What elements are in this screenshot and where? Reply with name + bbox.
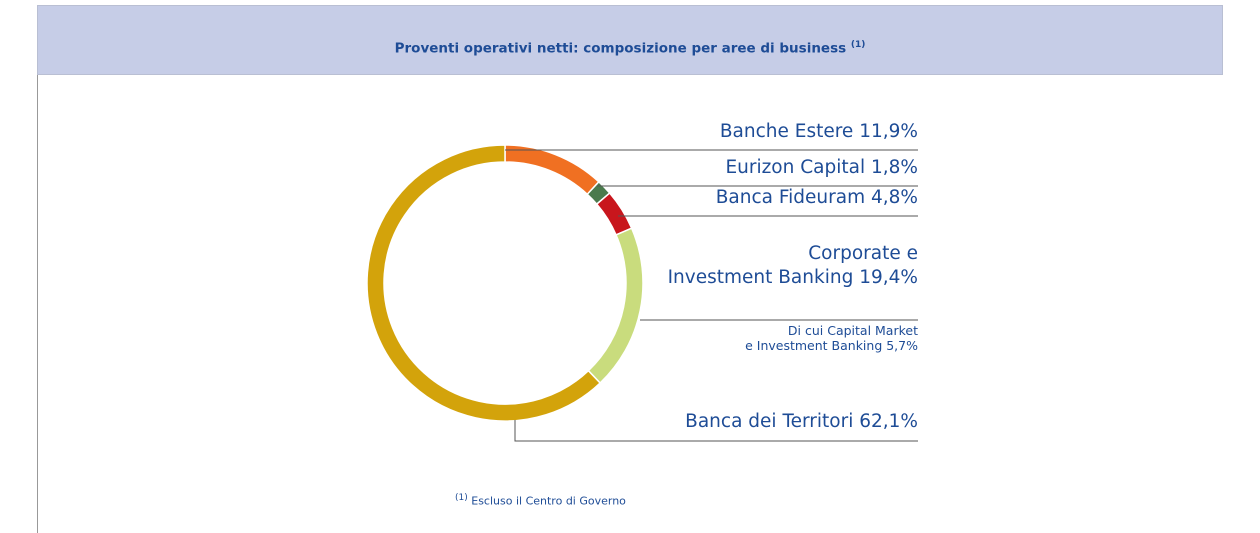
slice: [366, 144, 602, 422]
slice: [504, 144, 600, 196]
footnote-text: Escluso il Centro di Governo: [471, 494, 626, 508]
slice: [595, 191, 633, 236]
slice-label: Banca dei Territori 62,1%: [685, 410, 918, 434]
category-label: Corporate e Investment Banking: [667, 243, 918, 288]
category-label: Eurizon Capital: [725, 157, 866, 178]
title-note: (1): [850, 40, 866, 50]
value-label: 62,1%: [859, 411, 918, 432]
category-label: Banche Estere: [719, 121, 854, 142]
border: [37, 75, 38, 533]
slice-label: Banche Estere 11,9%: [720, 120, 918, 144]
value-label: 19,4%: [859, 267, 918, 288]
slice-label: Corporate e Investment Banking 19,4%: [668, 242, 918, 290]
leader-line: [514, 420, 918, 442]
value-label: 1,8%: [871, 157, 918, 178]
slice-label: Banca Fideuram 4,8%: [716, 186, 918, 210]
value-label: 4,8%: [871, 187, 918, 208]
slice: [587, 227, 644, 385]
category-label: Banca dei Territori: [685, 411, 854, 432]
footnote: (1) Escluso il Centro di Governo: [455, 493, 626, 508]
chart-title: Proventi operativi netti: composizione p…: [394, 40, 847, 57]
footnote-marker: (1): [455, 493, 468, 503]
chart-title-box: Proventi operativi netti: composizione p…: [38, 40, 1222, 57]
category-label: Banca Fideuram: [715, 187, 866, 208]
value-label: 11,9%: [859, 121, 918, 142]
slice-label: Eurizon Capital 1,8%: [725, 156, 918, 180]
header: Proventi operativi netti: composizione p…: [37, 5, 1223, 75]
annotation: Di cui Capital Market e Investment Banki…: [745, 323, 918, 353]
